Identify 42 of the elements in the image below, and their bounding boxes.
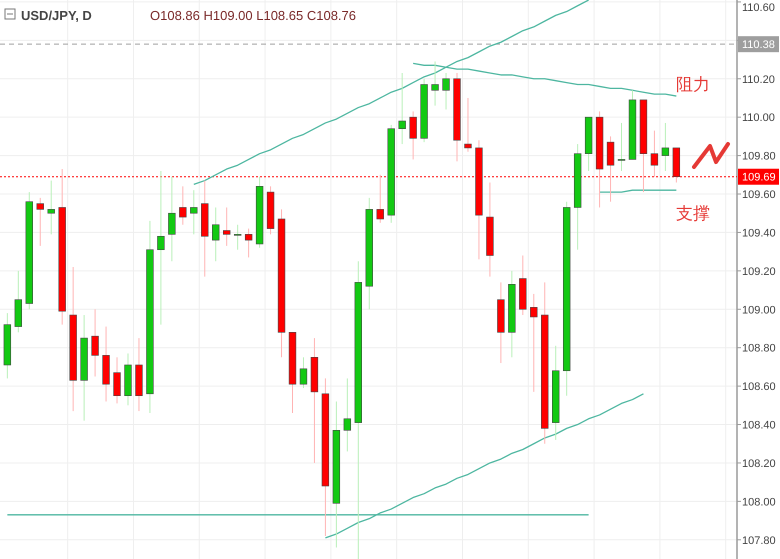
candlestick <box>190 190 198 235</box>
ref-line-label: 110.38 <box>742 39 775 52</box>
candlestick <box>91 308 99 378</box>
annotation: 阻力 <box>676 75 710 94</box>
y-tick-label: 109.80 <box>742 150 776 163</box>
candlestick <box>234 224 242 250</box>
candlestick <box>48 180 55 235</box>
candlestick <box>530 293 538 392</box>
candlestick <box>36 197 44 246</box>
candlestick <box>464 97 472 152</box>
candlestick <box>409 110 417 160</box>
y-tick-label: 109.00 <box>742 304 776 316</box>
ref-line-label: 109.69 <box>742 172 776 184</box>
y-tick-label: 108.20 <box>742 458 776 470</box>
candlestick <box>618 122 626 172</box>
candlestick <box>398 72 406 145</box>
y-tick-label: 108.40 <box>742 420 776 432</box>
y-tick-label: 110.60 <box>742 2 775 14</box>
candlestick <box>212 206 220 262</box>
candlestick <box>222 206 230 246</box>
candlestick <box>662 122 670 172</box>
y-tick-label: 108.00 <box>742 496 776 508</box>
y-tick-label: 107.80 <box>742 534 776 547</box>
y-tick-label: 110.00 <box>742 112 775 124</box>
text: USD/JPY, D <box>21 8 92 23</box>
candlestick <box>113 356 121 404</box>
y-tick-label: 108.60 <box>742 381 776 394</box>
y-tick-label: 110.20 <box>742 74 775 86</box>
annotation: O108.86 H109.00 L108.65 C108.76 <box>150 8 356 23</box>
candlestick <box>157 170 165 326</box>
y-tick-label: 109.40 <box>742 227 776 240</box>
annotation: 支撑 <box>676 204 710 223</box>
candlestick <box>344 378 352 452</box>
candlestick <box>244 228 252 258</box>
y-tick-label: 109.20 <box>742 266 776 278</box>
y-tick-label: 109.60 <box>742 189 776 202</box>
candlestick <box>431 60 439 106</box>
y-tick-label: 108.80 <box>742 342 776 355</box>
candlestick <box>168 176 176 262</box>
candlestick <box>179 186 187 226</box>
candlestick <box>442 72 450 110</box>
candlestick <box>300 356 308 389</box>
